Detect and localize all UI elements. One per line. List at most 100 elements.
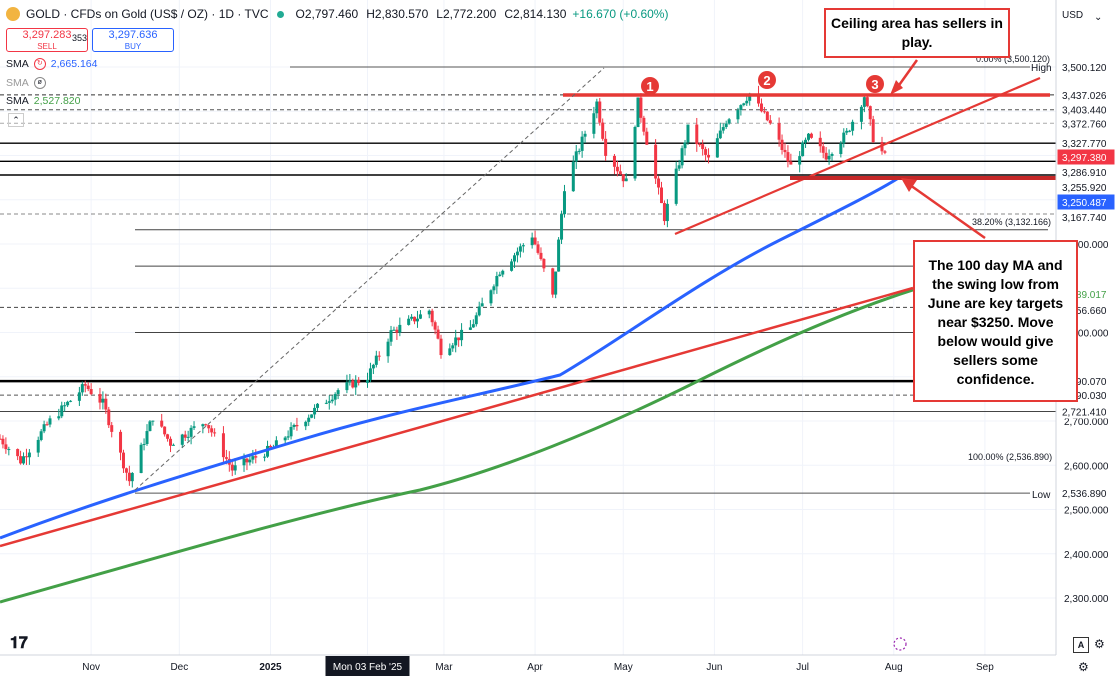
y-tick-label: 2,600.000: [1064, 461, 1109, 472]
candle-body: [336, 390, 340, 395]
x-tick-label: Apr: [527, 662, 543, 673]
candle-body: [83, 384, 87, 386]
auto-scale-icon[interactable]: A: [1073, 637, 1089, 653]
candle-body: [430, 310, 434, 323]
y-tick-label: 2,300.000: [1064, 594, 1109, 605]
trendline-long: [0, 286, 914, 548]
candle-body: [307, 417, 311, 422]
symbol-title[interactable]: GOLD · CFDs on Gold (US$ / OZ) · 1D · TV…: [26, 7, 269, 21]
price-tag: 3,500.120: [1062, 63, 1107, 74]
callout-targets: The 100 day MA and the swing low from Ju…: [913, 240, 1078, 402]
candle-body: [171, 444, 175, 446]
reset-icon[interactable]: ↻: [33, 58, 46, 70]
ohlc-high: H2,830.570: [366, 7, 429, 21]
candle-body: [316, 403, 320, 408]
spread-value: 353: [72, 33, 88, 43]
candle-body: [186, 436, 190, 438]
candle-body: [642, 117, 646, 132]
candle-body: [230, 464, 234, 471]
candle-body: [180, 434, 184, 445]
candle-body: [374, 355, 378, 365]
settings-gear-bottom-icon[interactable]: ⚙: [1078, 660, 1089, 674]
candle-body: [680, 148, 684, 166]
eye-hidden-icon[interactable]: ø: [33, 77, 46, 89]
candle-body: [254, 456, 258, 458]
candle-body: [718, 130, 722, 139]
ohlc-open: O2,797.460: [295, 7, 359, 21]
candle-body: [471, 324, 475, 328]
candle-body: [662, 203, 666, 222]
candle-body: [601, 122, 605, 139]
candle-body: [201, 424, 205, 427]
x-tick-label: May: [614, 662, 633, 673]
candle-body: [821, 146, 825, 153]
x-tick-label: Sep: [976, 662, 994, 673]
candle-body: [657, 178, 661, 188]
candle-body: [762, 111, 766, 113]
y-tick-label: 2,500.000: [1064, 506, 1109, 517]
candle-body: [304, 421, 308, 427]
sell-label: SELL: [37, 42, 57, 51]
candle-body: [327, 401, 331, 403]
price-tag: 3,327.770: [1062, 139, 1107, 150]
candle-body: [333, 394, 337, 400]
low-tag: Low: [1032, 490, 1051, 501]
tradingview-logo-icon[interactable]: 𝟏𝟕: [10, 635, 28, 652]
candle-body: [780, 139, 784, 150]
candle-body: [695, 124, 699, 145]
candle-body: [148, 421, 152, 432]
x-tick-label: 2025: [259, 662, 282, 673]
candle-body: [615, 166, 619, 172]
x-tick-label: Aug: [885, 662, 903, 673]
sma-legend-2[interactable]: SMA ø: [6, 77, 46, 89]
candle-body: [789, 161, 793, 165]
candle-body: [701, 144, 705, 150]
candle-body: [98, 394, 102, 403]
sma-legend-3[interactable]: SMA 2,527.820: [6, 95, 80, 107]
candle-body: [268, 445, 272, 448]
candle-body: [677, 165, 681, 169]
candle-body: [757, 93, 761, 104]
candle-body: [480, 303, 484, 307]
candle-body: [724, 123, 728, 128]
candle-body: [557, 239, 561, 272]
candle-body: [48, 418, 52, 425]
candle-body: [515, 251, 519, 256]
currency-dropdown-icon[interactable]: ⌄: [1094, 12, 1103, 23]
buy-button[interactable]: 3,297.636 BUY: [92, 28, 174, 52]
candle-body: [19, 456, 23, 464]
high-tag: High: [1031, 63, 1052, 74]
candle-body: [845, 130, 849, 133]
arrow-ceiling-head: [890, 80, 903, 95]
candle-body: [530, 237, 534, 246]
sma-legend-1[interactable]: SMA ↻ 2,665.164: [6, 58, 97, 70]
candle-body: [130, 473, 134, 482]
candle-body: [783, 149, 787, 153]
ohlc-low: L2,772.200: [436, 7, 497, 21]
settings-gear-icon[interactable]: ⚙: [1094, 637, 1105, 651]
candle-body: [139, 444, 143, 474]
price-tag: 2,956.660: [1062, 306, 1107, 317]
candle-body: [357, 379, 361, 383]
collapse-legend-icon[interactable]: ⌃: [8, 113, 24, 127]
event-icon: [893, 637, 907, 651]
sell-button[interactable]: 3,297.283 SELL: [6, 28, 88, 52]
candle-body: [839, 143, 843, 155]
callout-ceiling: Ceiling area has sellers in play.: [824, 8, 1010, 58]
price-tag-bg: [1058, 102, 1114, 117]
candle-body: [242, 458, 246, 466]
candle-body: [542, 258, 546, 269]
candle-body: [4, 444, 8, 450]
candle-body: [354, 379, 358, 388]
candle-body: [42, 424, 46, 432]
candle-body: [127, 472, 131, 482]
candle-body: [871, 119, 875, 142]
price-tag: 2,790.030: [1062, 391, 1107, 402]
candle-body: [474, 315, 478, 325]
candle-body: [324, 402, 328, 404]
candle-body: [595, 101, 599, 114]
candle-body: [560, 214, 564, 240]
price-tag: 3,167.740: [1062, 213, 1107, 224]
candle-body: [604, 138, 608, 156]
candle-body: [418, 314, 422, 319]
